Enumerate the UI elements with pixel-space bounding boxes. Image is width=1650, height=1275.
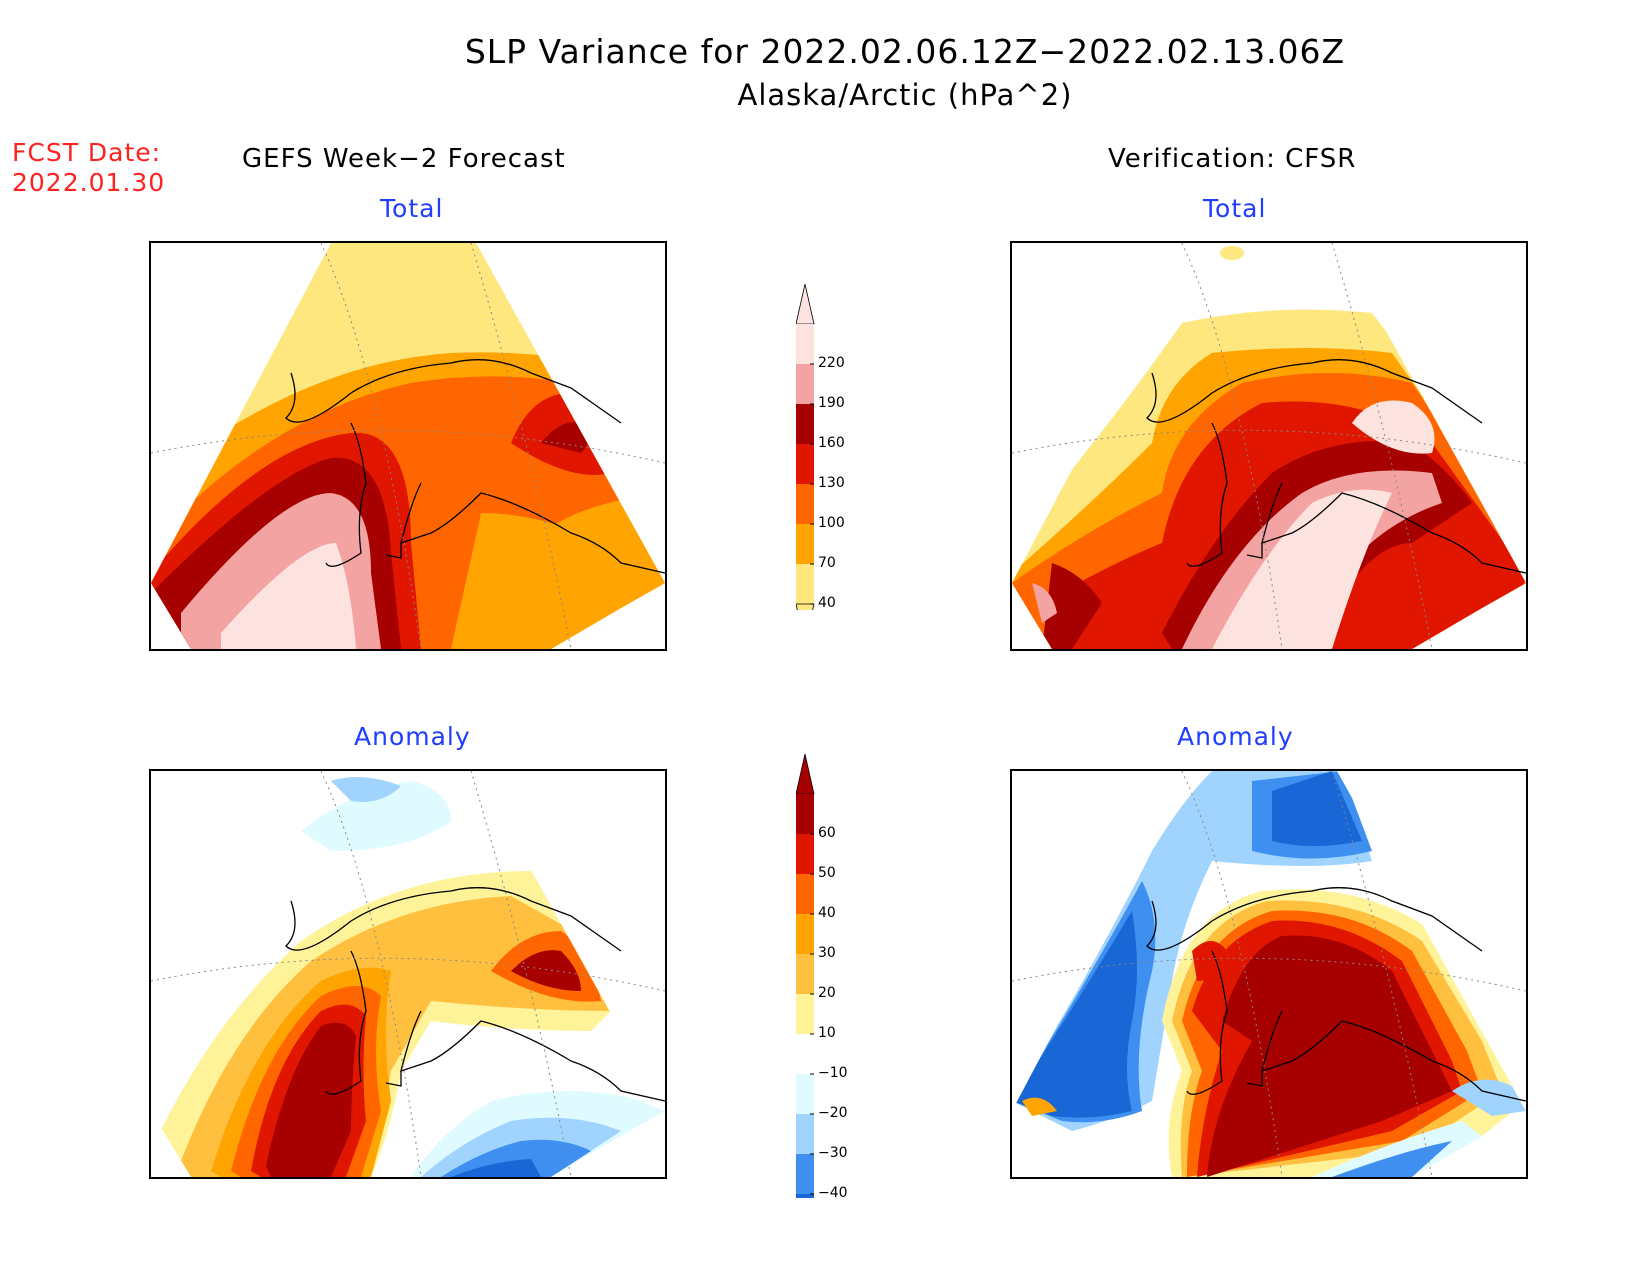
anomaly-colorbar-swatches: [796, 754, 815, 1198]
total-colorbar-label: 100: [818, 515, 845, 531]
total-colorbar-label: 220: [818, 355, 845, 371]
anomaly-colorbar-swatch: [796, 1154, 814, 1194]
anomaly-colorbar-swatch: [796, 794, 814, 834]
total-colorbar-swatch: [796, 444, 814, 484]
anomaly-colorbar-label: 60: [818, 825, 836, 841]
forecast-anomaly-label: Anomaly: [354, 722, 471, 751]
total-colorbar-label: 190: [818, 395, 845, 411]
forecast-total-label: Total: [380, 194, 444, 223]
total-colorbar-swatch: [796, 524, 814, 564]
verification-anomaly-field: [1012, 771, 1526, 1177]
total-colorbar: 220 190 160 130 100 70 40: [796, 284, 876, 611]
main-title: SLP Variance for 2022.02.06.12Z−2022.02.…: [464, 32, 1346, 71]
anomaly-colorbar-label: 30: [818, 945, 836, 961]
anomaly-colorbar-label: −10: [818, 1065, 848, 1081]
total-colorbar-swatch: [796, 324, 814, 364]
anomaly-colorbar-label: −30: [818, 1145, 848, 1161]
total-colorbar-swatches: [796, 284, 815, 610]
anomaly-colorbar-swatch: [796, 1034, 814, 1074]
total-colorbar-label: 160: [818, 435, 845, 451]
total-colorbar-label: 70: [818, 555, 836, 571]
anomaly-colorbar-swatch: [796, 834, 814, 874]
anomaly-colorbar-label: 50: [818, 865, 836, 881]
anomaly-colorbar-swatch: [796, 874, 814, 914]
total-colorbar-swatch: [796, 564, 814, 604]
total-colorbar-top-arrow: [796, 284, 815, 325]
forecast-anomaly-field: [151, 771, 665, 1177]
subtitle: Alaska/Arctic (hPa^2): [737, 78, 1073, 112]
anomaly-colorbar-label: 20: [818, 985, 836, 1001]
anomaly-colorbar-swatch: [796, 994, 814, 1034]
forecast-total-map: [149, 241, 667, 651]
verification-total-field: [1012, 243, 1526, 649]
total-colorbar-swatch: [796, 484, 814, 524]
anomaly-colorbar-label: −20: [818, 1105, 848, 1121]
total-colorbar-label: 40: [818, 595, 836, 611]
verification-anomaly-label: Anomaly: [1177, 722, 1294, 751]
anomaly-colorbar-top-arrow: [796, 754, 815, 795]
anomaly-colorbar-swatch: [796, 914, 814, 954]
verification-column-title: Verification: CFSR: [1108, 144, 1357, 174]
forecast-anomaly-map: [149, 769, 667, 1179]
verification-total-map: [1010, 241, 1528, 651]
anomaly-colorbar-swatch: [796, 1194, 814, 1198]
anomaly-colorbar-label: 10: [818, 1025, 836, 1041]
anomaly-colorbar-swatch: [796, 1074, 814, 1114]
total-colorbar-swatch: [796, 364, 814, 404]
total-colorbar-swatch: [796, 404, 814, 444]
verification-total-label: Total: [1203, 194, 1267, 223]
fcst-date-value: 2022.01.30: [12, 168, 166, 197]
fcst-date-label: FCST Date:: [12, 138, 162, 167]
forecast-total-field: [151, 243, 665, 649]
anomaly-colorbar-swatch: [796, 954, 814, 994]
total-colorbar-bottom-arrow: [796, 603, 815, 610]
forecast-column-title: GEFS Week−2 Forecast: [242, 144, 566, 174]
anomaly-colorbar: 60 50 40 30 20 10 −10 −20 −30 −40: [796, 754, 876, 1201]
anomaly-colorbar-label: 40: [818, 905, 836, 921]
anomaly-colorbar-swatch: [796, 1114, 814, 1154]
verification-anomaly-map: [1010, 769, 1528, 1179]
fcst-date: FCST Date: 2022.01.30: [12, 138, 165, 198]
total-colorbar-label: 130: [818, 475, 845, 491]
anomaly-colorbar-label: −40: [818, 1185, 848, 1201]
